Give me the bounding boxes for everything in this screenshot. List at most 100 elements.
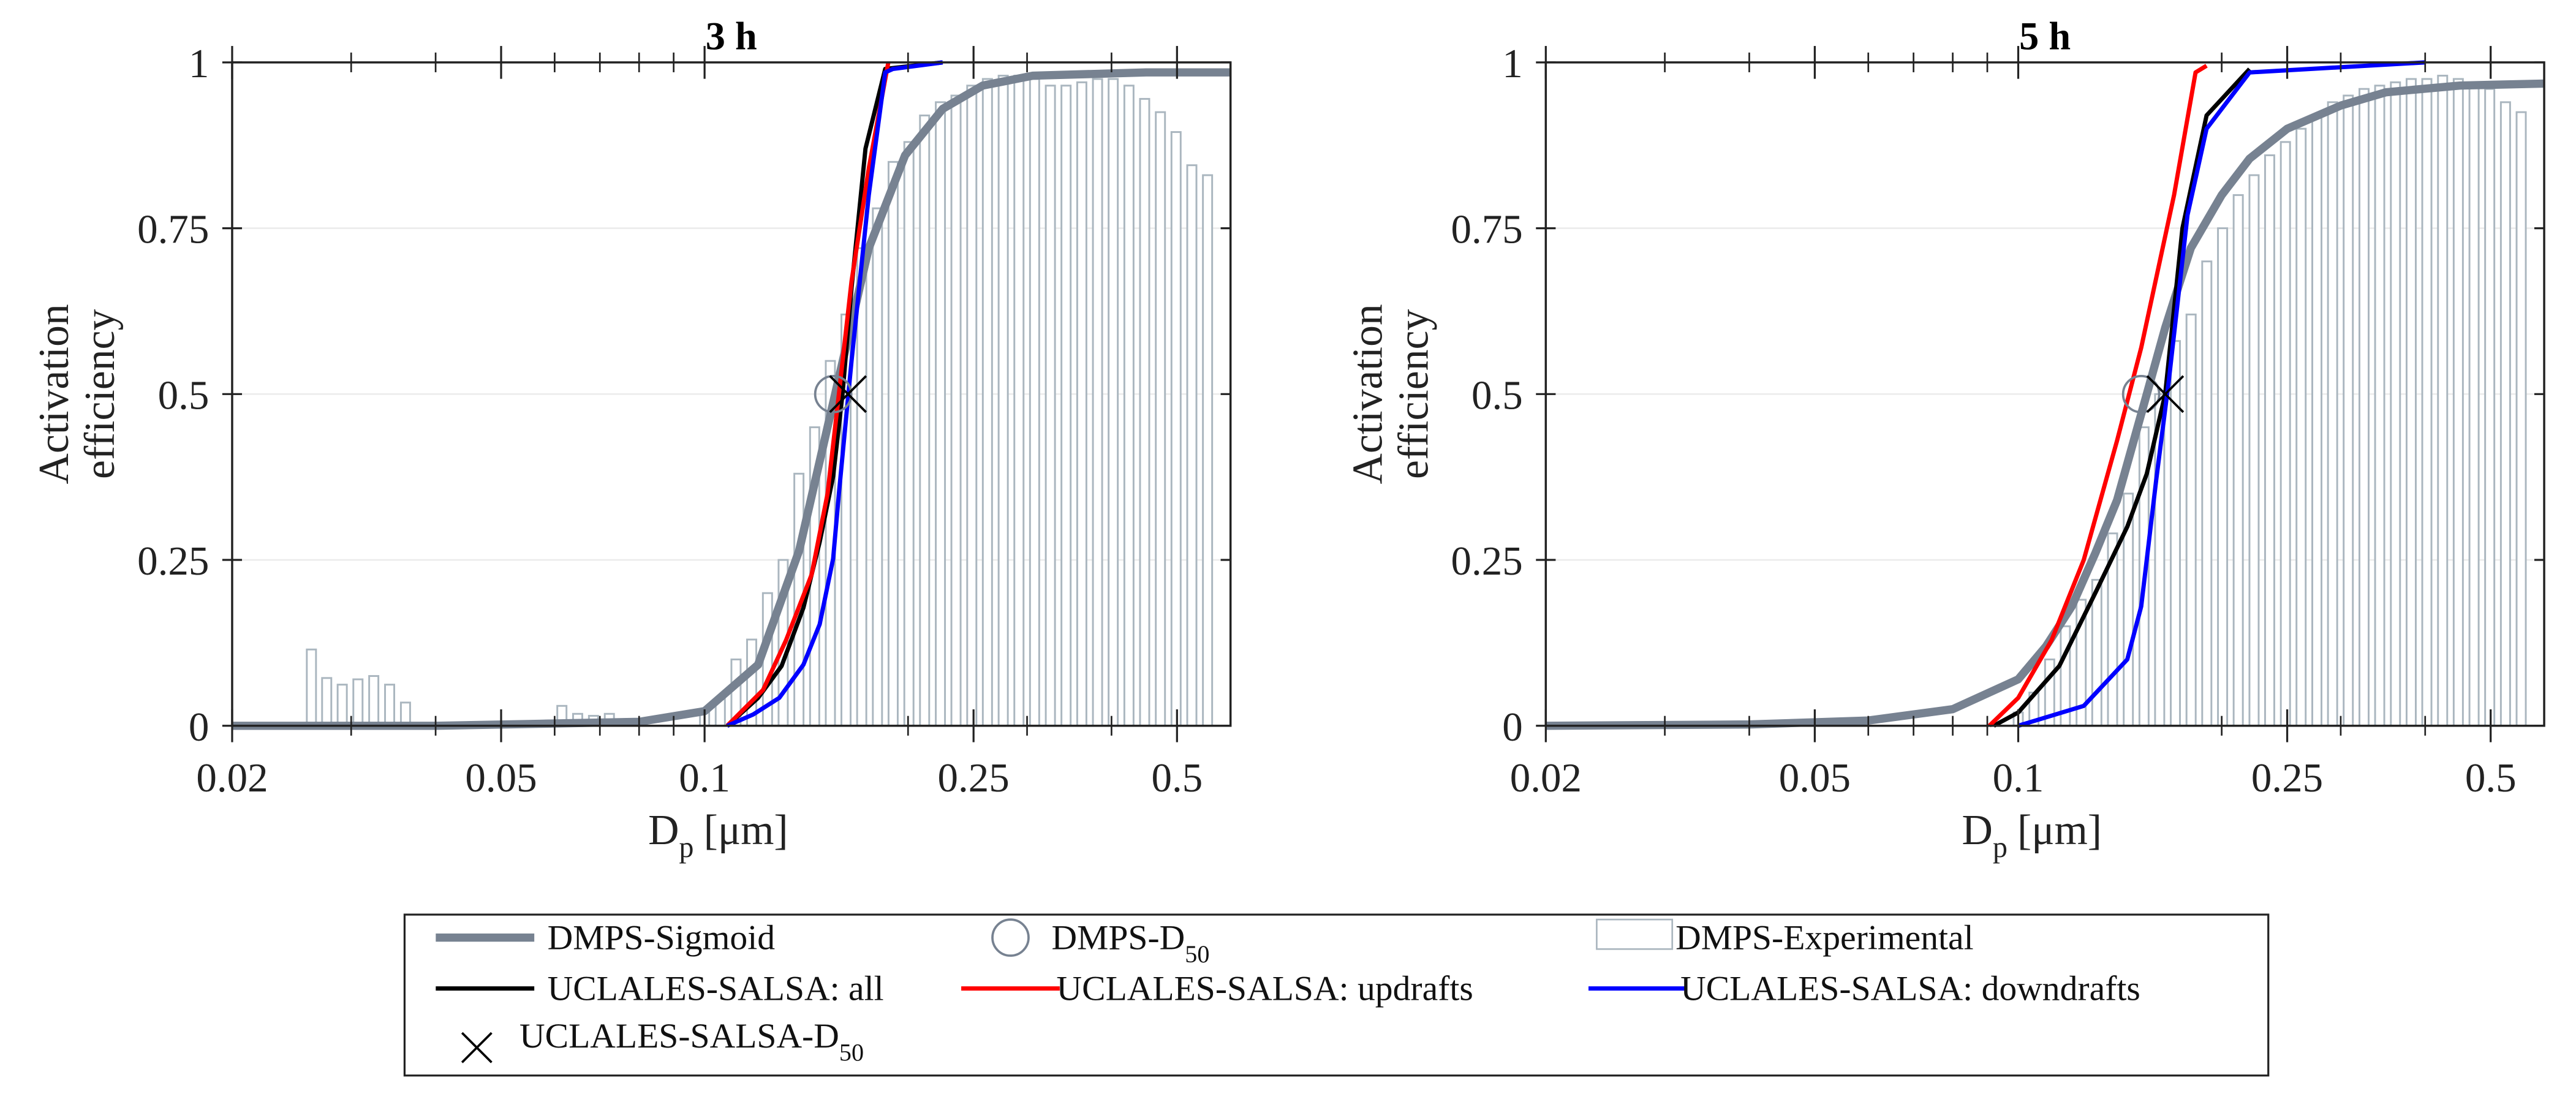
- experimental-bar: [1092, 78, 1103, 727]
- experimental-bar: [950, 94, 962, 727]
- legend-circle-icon: [991, 918, 1030, 957]
- model-d50-marker: [829, 375, 867, 413]
- experimental-bar: [2217, 227, 2229, 727]
- x-label-unit: [μm]: [2017, 807, 2102, 854]
- x-tick-label: 0.25: [2251, 755, 2323, 801]
- legend-label: UCLALES-SALSA-D50: [519, 1017, 864, 1066]
- experimental-bar: [1076, 81, 1087, 727]
- x-tick-label: 0.5: [2465, 755, 2517, 801]
- legend-item-experimental: DMPS-Experimental: [1596, 918, 1974, 957]
- experimental-bar: [1155, 111, 1166, 727]
- experimental-bar: [2091, 579, 2102, 727]
- experimental-bar: [2201, 260, 2213, 727]
- legend-label-text: DMPS-Sigmoid: [548, 918, 776, 957]
- model-d50-marker: [2146, 375, 2185, 413]
- experimental-bar: [2437, 75, 2449, 727]
- legend-bar-icon: [1596, 918, 1674, 950]
- experimental-bar: [384, 684, 396, 727]
- series-sigmoid: [232, 68, 1231, 730]
- experimental-bar: [2390, 81, 2401, 727]
- experimental-bar: [352, 678, 364, 727]
- panel-title: 3 h: [706, 14, 757, 58]
- experimental-bar: [997, 75, 1009, 727]
- legend-item-dmps_d50: DMPS-D50: [991, 918, 1210, 968]
- legend-label-text: DMPS-Experimental: [1675, 918, 1974, 957]
- y-tick-label: 0.5: [1471, 372, 1523, 418]
- experimental-bar: [2374, 85, 2385, 727]
- experimental-bar: [919, 115, 931, 727]
- experimental-bar: [1170, 131, 1182, 727]
- experimental-bar: [2515, 111, 2527, 727]
- y-tick-label: 0.75: [137, 207, 209, 252]
- y-tick-label: 0.5: [158, 372, 210, 418]
- x-tick-label: 0.05: [1779, 755, 1851, 801]
- y-axis-label: Activationefficiency: [31, 304, 124, 484]
- series-sigmoid: [1546, 79, 2545, 730]
- experimental-bar: [1029, 78, 1040, 727]
- experimental-bar: [2484, 88, 2496, 727]
- experimental-bar: [887, 160, 899, 727]
- panel-3h: 0 0.25 0.5 0.75 1 0.02 0.05 0.1 0.25 0.5 3 h Dp [μm]…: [31, 14, 1232, 864]
- experimental-bar: [2452, 78, 2464, 727]
- panel-title: 5 h: [2019, 14, 2071, 58]
- legend-label: DMPS-D50: [1052, 918, 1210, 967]
- experimental-bar: [2279, 141, 2291, 727]
- experimental-bar: [336, 684, 348, 727]
- experimental-bar: [2327, 101, 2338, 727]
- dmps-d50-marker: [814, 374, 853, 413]
- x-tick-label: 0.02: [1510, 755, 1582, 801]
- experimental-bar: [2421, 78, 2433, 727]
- legend-label: UCLALES-SALSA: downdrafts: [1680, 969, 2140, 1008]
- x-tick-label: 0.02: [196, 755, 268, 801]
- dmps-d50-marker: [2121, 374, 2161, 413]
- x-label-sub: p: [679, 831, 693, 864]
- y-tick-label: 1: [1502, 41, 1523, 86]
- x-tick-label: 0.1: [1993, 755, 2044, 801]
- y-label-line: Activation: [1344, 304, 1391, 484]
- series-updrafts: [1987, 64, 2208, 728]
- y-label-line: efficiency: [1390, 309, 1437, 479]
- y-tick-label: 0.25: [137, 538, 209, 584]
- x-tick-label: 0.5: [1151, 755, 1203, 801]
- legend-x-icon: [461, 1032, 493, 1063]
- y-axis-label: Activationefficiency: [1344, 304, 1437, 484]
- y-tick-label: 0: [1502, 704, 1523, 750]
- legend-label-text: UCLALES-SALSA: all: [548, 969, 884, 1008]
- series-updrafts: [725, 62, 891, 728]
- experimental-bar: [872, 207, 883, 727]
- legend-label: UCLALES-SALSA: all: [548, 969, 884, 1008]
- experimental-bar: [2343, 94, 2354, 727]
- experimental-bar: [321, 677, 333, 727]
- experimental-bar: [306, 648, 317, 727]
- y-tick-label: 0.25: [1451, 538, 1523, 584]
- panel-5h: 0 0.25 0.5 0.75 1 0.02 0.05 0.1 0.25 0.5 5 h Dp [μm]…: [1344, 14, 2545, 864]
- legend-label: UCLALES-SALSA: updrafts: [1057, 969, 1473, 1008]
- legend-label-text: UCLALES-SALSA: downdrafts: [1680, 969, 2140, 1008]
- legend-item-sigmoid: DMPS-Sigmoid: [436, 918, 775, 957]
- x-tick-label: 0.1: [679, 755, 730, 801]
- experimental-bar: [1060, 85, 1072, 727]
- experimental-bar: [2295, 127, 2307, 727]
- series-all: [725, 60, 943, 728]
- experimental-bar: [856, 247, 867, 727]
- y-tick-label: 1: [189, 41, 210, 86]
- experimental-bar: [966, 85, 978, 727]
- experimental-bar: [2359, 88, 2370, 727]
- experimental-bar: [2248, 174, 2260, 727]
- experimental-bar: [2405, 78, 2417, 727]
- series-downdrafts: [726, 60, 943, 728]
- experimental-bar: [935, 101, 946, 727]
- x-label-main: D: [1962, 807, 1992, 854]
- y-label-line: efficiency: [77, 309, 124, 479]
- legend-item-all: UCLALES-SALSA: all: [436, 969, 884, 1008]
- experimental-bar: [2185, 313, 2197, 727]
- experimental-bar: [1202, 174, 1214, 727]
- legend-label-text: UCLALES-SALSA-D: [519, 1017, 839, 1055]
- experimental-bar: [1013, 75, 1025, 727]
- x-label-sub: p: [1993, 831, 2008, 864]
- legend-label-sub: 50: [839, 1039, 864, 1067]
- experimental-bar: [1108, 78, 1119, 727]
- legend-item-updrafts: UCLALES-SALSA: updrafts: [961, 969, 1473, 1008]
- experimental-bar: [2468, 85, 2480, 727]
